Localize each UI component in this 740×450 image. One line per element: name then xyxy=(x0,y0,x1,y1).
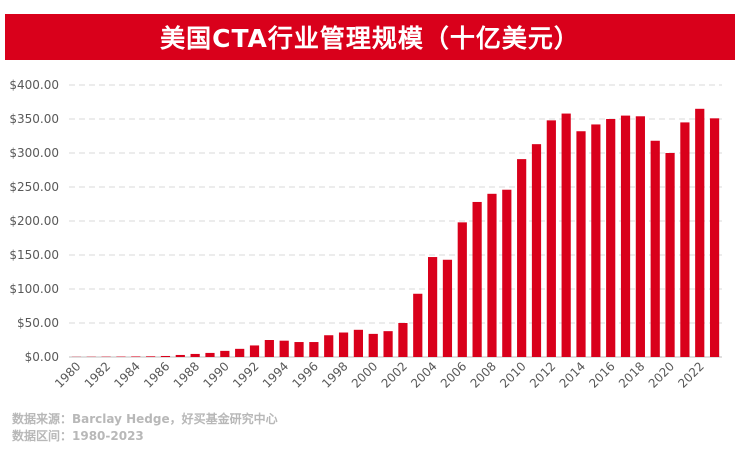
x-tick-label: 2018 xyxy=(616,359,647,390)
bar-2005 xyxy=(442,259,453,357)
x-tick-label: 2014 xyxy=(557,359,588,390)
bar-2022 xyxy=(695,108,705,357)
bar-2015 xyxy=(591,124,601,357)
x-tick-label: 1988 xyxy=(171,359,202,390)
x-tick-label: 2010 xyxy=(497,359,528,390)
x-tick-label: 2022 xyxy=(675,359,706,390)
bar-2021 xyxy=(680,122,690,358)
bar-1988 xyxy=(190,353,200,357)
y-tick-label: $0.00 xyxy=(25,350,59,364)
y-tick-label: $300.00 xyxy=(9,146,59,160)
bar-2004 xyxy=(428,257,438,357)
bar-2016 xyxy=(606,119,616,357)
x-tick-label: 1996 xyxy=(289,359,320,390)
x-tick-label: 1992 xyxy=(230,359,261,390)
x-tick-label: 2004 xyxy=(408,359,439,390)
bar-1995 xyxy=(294,342,304,357)
bar-1994 xyxy=(279,340,289,357)
bar-2009 xyxy=(502,189,512,357)
bar-2018 xyxy=(635,116,645,357)
bar-2001 xyxy=(383,331,393,357)
x-tick-label: 2006 xyxy=(438,359,469,390)
bar-2020 xyxy=(665,153,675,357)
chart-title-bar: 美国CTA行业管理规模（十亿美元） xyxy=(5,14,735,60)
bar-2012 xyxy=(546,120,556,357)
bar-1989 xyxy=(205,352,215,357)
chart-title: 美国CTA行业管理规模（十亿美元） xyxy=(160,24,580,53)
bar-2007 xyxy=(472,201,482,357)
bar-2017 xyxy=(620,115,631,357)
bar-2014 xyxy=(576,131,586,357)
bar-2019 xyxy=(650,140,660,357)
y-tick-label: $350.00 xyxy=(9,112,59,126)
bar-2006 xyxy=(457,222,467,357)
bar-1997 xyxy=(324,335,334,357)
y-tick-label: $250.00 xyxy=(9,180,59,194)
bar-1990 xyxy=(220,350,230,357)
bar-1984 xyxy=(131,356,141,357)
x-tick-label: 1998 xyxy=(319,359,350,390)
x-tick-label: 1986 xyxy=(141,359,172,390)
y-tick-label: $400.00 xyxy=(9,78,59,92)
data-source-note: 数据来源：Barclay Hedge，好买基金研究中心 xyxy=(12,412,278,426)
bar-1999 xyxy=(353,329,363,357)
bar-2010 xyxy=(517,159,527,357)
bar-2000 xyxy=(368,333,378,357)
y-tick-label: $50.00 xyxy=(17,316,59,330)
bar-1986 xyxy=(160,355,171,357)
x-tick-label: 1984 xyxy=(111,359,142,390)
x-tick-label: 1994 xyxy=(260,359,291,390)
x-tick-label: 2000 xyxy=(349,359,380,390)
bar-1987 xyxy=(175,354,185,357)
bar-1991 xyxy=(235,348,245,357)
y-tick-label: $200.00 xyxy=(9,214,59,228)
bar-2002 xyxy=(398,323,408,357)
bar-2008 xyxy=(487,193,497,357)
y-tick-label: $100.00 xyxy=(9,282,59,296)
data-period-note: 数据区间：1980-2023 xyxy=(12,429,144,443)
y-tick-label: $150.00 xyxy=(9,248,59,262)
bar-1998 xyxy=(338,332,349,357)
bar-1992 xyxy=(249,345,260,357)
bar-2013 xyxy=(561,113,571,357)
bar-1996 xyxy=(309,342,319,357)
x-tick-label: 2012 xyxy=(527,359,558,390)
bar-2003 xyxy=(413,293,423,357)
bar-1985 xyxy=(146,356,156,357)
x-tick-label: 2020 xyxy=(646,359,677,390)
x-tick-label: 2008 xyxy=(468,359,499,390)
x-tick-label: 2016 xyxy=(586,359,617,390)
x-tick-label: 2002 xyxy=(379,359,410,390)
bar-2011 xyxy=(531,144,542,357)
bar-1993 xyxy=(264,340,274,357)
x-tick-label: 1982 xyxy=(82,359,113,390)
x-tick-label: 1990 xyxy=(200,359,231,390)
bar-2023 xyxy=(709,118,720,357)
